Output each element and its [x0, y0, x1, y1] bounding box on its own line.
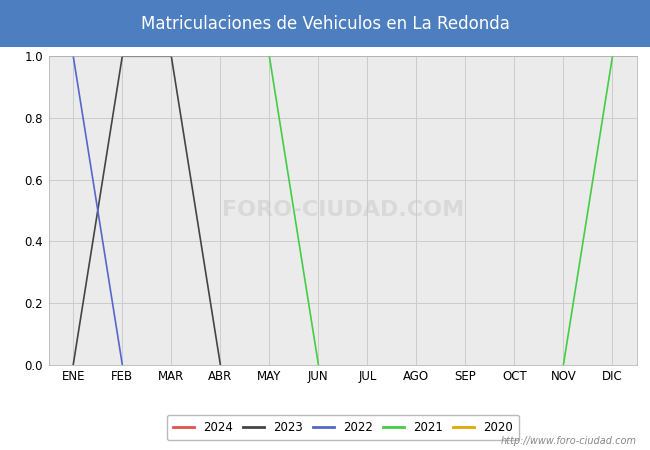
Text: http://www.foro-ciudad.com: http://www.foro-ciudad.com: [501, 436, 637, 446]
Legend: 2024, 2023, 2022, 2021, 2020: 2024, 2023, 2022, 2021, 2020: [167, 415, 519, 440]
Text: Matriculaciones de Vehiculos en La Redonda: Matriculaciones de Vehiculos en La Redon…: [140, 14, 510, 33]
Text: FORO-CIUDAD.COM: FORO-CIUDAD.COM: [222, 200, 464, 220]
